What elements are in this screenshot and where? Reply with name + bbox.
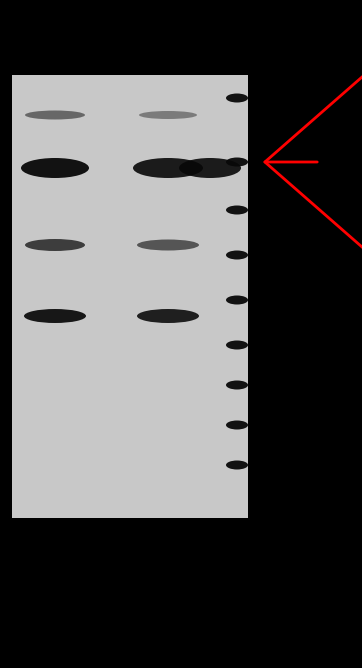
Ellipse shape (139, 111, 197, 119)
Ellipse shape (137, 309, 199, 323)
Ellipse shape (226, 158, 248, 166)
Ellipse shape (133, 158, 203, 178)
Ellipse shape (226, 341, 248, 349)
Ellipse shape (179, 158, 241, 178)
Ellipse shape (226, 381, 248, 389)
Ellipse shape (226, 460, 248, 470)
Ellipse shape (226, 295, 248, 305)
Ellipse shape (25, 239, 85, 251)
Ellipse shape (226, 420, 248, 430)
Ellipse shape (24, 309, 86, 323)
Ellipse shape (137, 240, 199, 250)
Ellipse shape (25, 110, 85, 120)
Ellipse shape (21, 158, 89, 178)
Bar (12, 75, 248, 518)
Ellipse shape (226, 94, 248, 102)
Ellipse shape (226, 206, 248, 214)
Ellipse shape (226, 250, 248, 259)
